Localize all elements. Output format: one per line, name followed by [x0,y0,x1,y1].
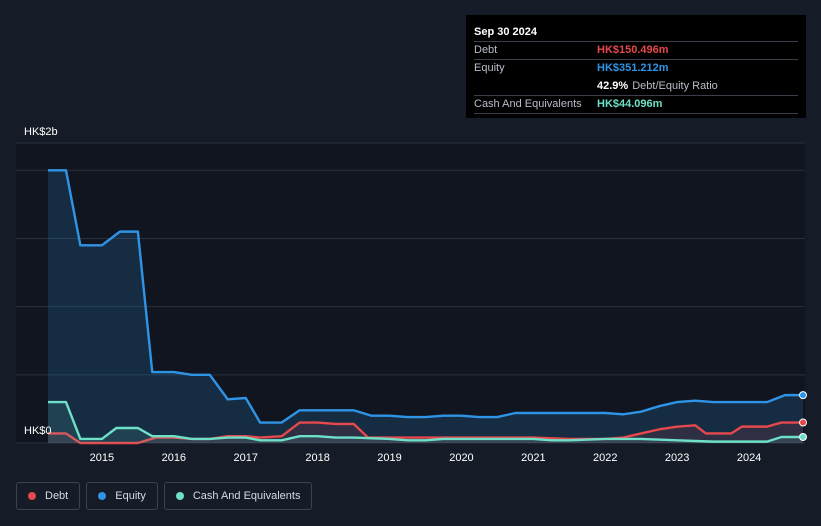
tooltip-date: Sep 30 2024 [474,26,537,38]
legend-debt-label: Debt [45,490,69,502]
equity-end-marker [799,391,807,400]
cash-dot-icon [175,492,184,500]
tooltip-row-ratio: 42.9% Debt/Equity Ratio [474,77,798,95]
legend-equity-label: Equity [115,490,146,502]
x-tick-label-2017: 2017 [233,452,257,464]
x-tick-label-2022: 2022 [593,452,617,464]
legend-cash-label: Cash And Equivalents [192,490,301,502]
tooltip-row-cash: Cash And Equivalents HK$44.096m [474,95,798,114]
equity-line [48,169,803,424]
debt-dot-icon [28,492,36,500]
y-label-bottom: HK$0 [24,425,52,437]
legend-item-equity[interactable]: Equity [86,482,158,510]
tooltip-cash-value: HK$44.096m [597,98,663,110]
equity-dot-icon [98,492,107,500]
tooltip-equity-value: HK$351.212m [597,62,669,74]
data-tooltip: Sep 30 2024 Debt HK$150.496m Equity HK$3… [466,15,806,118]
chart-legend: Debt Equity Cash And Equivalents [16,482,313,510]
x-tick-label-2021: 2021 [521,452,545,464]
plot-area [16,143,805,443]
x-tick-label-2023: 2023 [665,452,689,464]
equity-area [48,170,803,444]
tooltip-row-equity: Equity HK$351.212m [474,59,798,77]
tooltip-debt-label: Debt [474,44,498,56]
tooltip-equity-label: Equity [474,62,505,74]
cash-end-marker [799,433,807,441]
tooltip-debt-value: HK$150.496m [597,44,669,56]
tooltip-ratio-suffix: Debt/Equity Ratio [632,80,718,92]
legend-item-cash[interactable]: Cash And Equivalents [163,482,313,510]
tooltip-ratio-value: 42.9% [597,80,629,92]
tooltip-ratio-label [474,78,597,95]
x-tick-label-2020: 2020 [449,452,473,464]
x-tick-label-2019: 2019 [377,452,401,464]
cash-line [48,400,803,443]
x-tick-label-2024: 2024 [737,452,761,464]
x-tick-label-2015: 2015 [90,452,114,464]
cash-area [48,402,803,443]
x-tick-label-2018: 2018 [305,452,329,464]
tooltip-row-debt: Debt HK$150.496m [474,41,798,59]
y-label-top: HK$2b [24,126,58,138]
debt-end-marker [799,418,807,427]
tooltip-cash-label: Cash And Equivalents [474,98,582,110]
legend-item-debt[interactable]: Debt [16,482,81,510]
x-tick-label-2016: 2016 [162,452,186,464]
